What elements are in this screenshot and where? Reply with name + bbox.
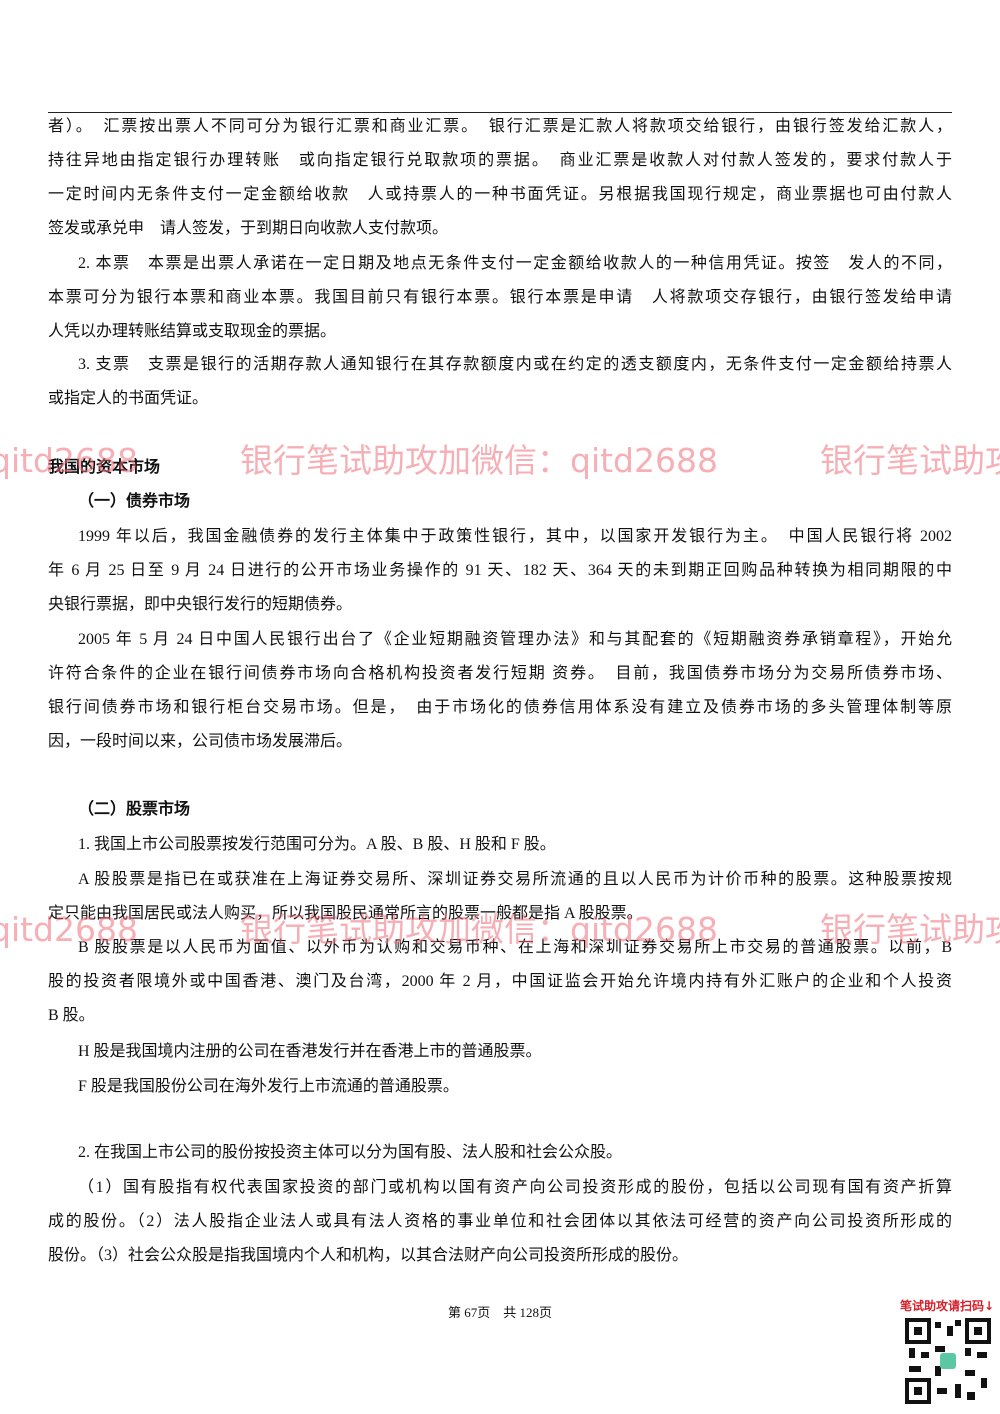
watermark: 银行笔试助攻加微信：qitd2688: [0, 441, 138, 480]
header-rule: [48, 112, 952, 113]
text-line: 持往异地由指定银行办理转账 或向指定银行兑取款项的票据。 商业汇票是收款人对付款…: [48, 152, 952, 169]
text-line: 年 6 月 25 日至 9 月 24 日进行的公开市场业务操作的 91 天、18…: [48, 562, 952, 579]
text-line: 成的股份。（2）法人股指企业法人或具有法人资格的事业单位和社会团体以其依法可经营…: [48, 1213, 952, 1230]
heading: （一）债券市场: [78, 493, 191, 510]
text-line: 2. 本票 本票是出票人承诺在一定日期及地点无条件支付一定金额给收款人的一种信用…: [78, 255, 952, 272]
heading: （二）股票市场: [78, 801, 191, 818]
watermark: 银行笔试助攻加微信：qitd2688: [240, 910, 718, 949]
text-line: 定只能由我国居民或法人购买，所以我国股民通常所言的股票一般都是指 A 股股票。: [48, 905, 643, 922]
qr-label: 笔试助攻请扫码↓: [900, 1299, 995, 1313]
text-line: 2. 在我国上市公司的股份按投资主体可以分为国有股、法人股和社会公众股。: [78, 1144, 623, 1161]
text-line: 或指定人的书面凭证。: [48, 390, 209, 407]
heading: 我国的资本市场: [48, 459, 161, 476]
page-footer: 第 67页 共 128页: [447, 1305, 552, 1320]
text-line: 2005 年 5 月 24 日中国人民银行出台了《企业短期融资管理办法》和与其配…: [78, 631, 952, 648]
text-line: 股的投资者限境外或中国香港、澳门及台湾，2000 年 2 月，中国证监会开始允许…: [48, 973, 952, 990]
text-line: H 股是我国境内注册的公司在香港发行并在香港上市的普通股票。: [78, 1043, 542, 1060]
watermark: 银行笔试助攻加微信：qitd2688: [240, 441, 718, 480]
qr-code: [905, 1318, 991, 1404]
text-line: 本票可分为银行本票和商业本票。我国目前只有银行本票。银行本票是申请 人将款项交存…: [48, 289, 952, 306]
text-line: B 股。: [48, 1007, 95, 1024]
text-line: A 股股票是指已在或获准在上海证券交易所、深圳证券交易所流通的且以人民币为计价币…: [78, 871, 952, 888]
text-line: 许符合条件的企业在银行间债券市场向合格机构投资者发行短期 资券。 目前，我国债券…: [48, 665, 952, 682]
text-line: 签发或承兑申 请人签发，于到期日向收款人支付款项。: [48, 220, 449, 237]
watermark: 银行笔试助攻加微信：qitd2688: [820, 910, 1000, 949]
watermark: 银行笔试助攻加微信：qitd2688: [0, 910, 138, 949]
text-line: 一定时间内无条件支付一定金额给收款 人或持票人的一种书面凭证。另根据我国现行规定…: [48, 186, 952, 203]
text-line: F 股是我国股份公司在海外发行上市流通的普通股票。: [78, 1078, 459, 1095]
text-line: 银行间债券市场和银行柜台交易市场。但是， 由于市场化的债券信用体系没有建立及债券…: [48, 699, 952, 716]
watermark: 银行笔试助攻加微信：qitd2688: [820, 441, 1000, 480]
text-line: 3. 支票 支票是银行的活期存款人通知银行在其存款额度内或在约定的透支额度内，无…: [78, 356, 952, 373]
text-line: B 股股票是以人民币为面值、以外币为认购和交易币种、在上海和深圳证券交易所上市交…: [78, 939, 952, 956]
text-line: 因，一段时间以来，公司债市场发展滞后。: [48, 733, 353, 750]
text-line: 者）。 汇票按出票人不同可分为银行汇票和商业汇票。 银行汇票是汇款人将款项交给银…: [48, 118, 952, 135]
text-line: （1）国有股指有权代表国家投资的部门或机构以国有资产向公司投资形成的股份，包括以…: [78, 1179, 952, 1196]
text-line: 央银行票据，即中央银行发行的短期债券。: [48, 596, 353, 613]
text-line: 1999 年以后，我国金融债券的发行主体集中于政策性银行，其中，以国家开发银行为…: [78, 528, 952, 545]
text-line: 人凭以办理转账结算或支取现金的票据。: [48, 323, 337, 340]
text-line: 股份。（3）社会公众股是指我国境内个人和机构，以其合法财产向公司投资所形成的股份…: [48, 1247, 689, 1264]
text-line: 1. 我国上市公司股票按发行范围可分为。A 股、B 股、H 股和 F 股。: [78, 836, 556, 853]
